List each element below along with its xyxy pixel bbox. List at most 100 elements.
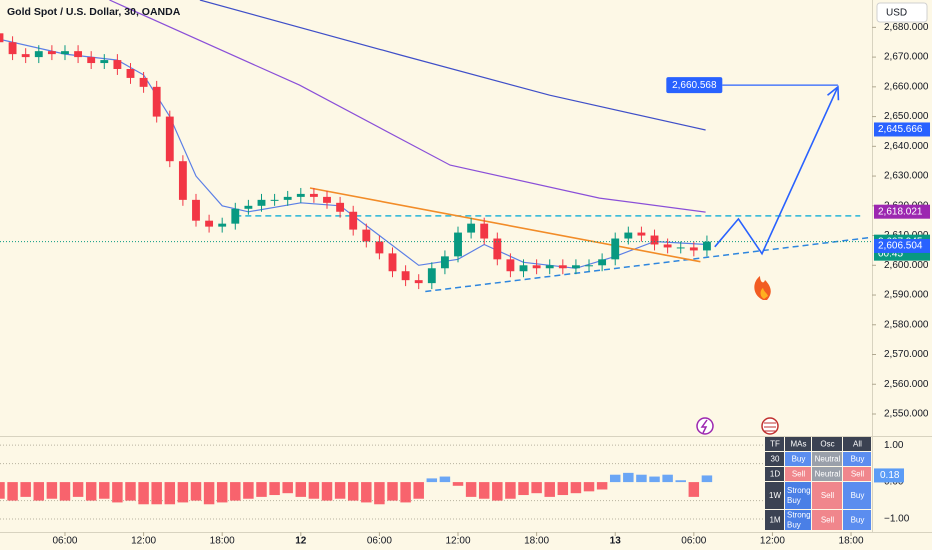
x-tick-label: 12:00 [131,536,156,547]
table-cell-text: Sell [821,516,835,525]
x-tick-label: 06:00 [367,536,392,547]
drawing-line[interactable] [425,236,870,293]
table-cell [765,510,784,530]
osc-bar [701,475,713,483]
candle-body [244,205,253,209]
osc-bar [230,482,241,501]
candle-body [34,51,43,58]
osc-bar [570,482,582,494]
price-countdown: 00:45 [878,248,903,259]
table-cell-text: 1D [770,470,780,479]
candle-body [257,199,266,206]
candle-body [637,232,646,236]
table-cell [765,452,784,466]
signal-table: TF MAs Osc All 30 Buy Neutral Buy 1D Sell Neutral S… [765,437,871,530]
osc-bar [256,482,267,497]
candle-body [165,116,174,162]
price-label: 2,645.666 [878,124,923,135]
table-cell-text: 1W [769,491,781,500]
drawing-line[interactable] [309,187,701,263]
table-cell-text: Neutral [815,455,841,464]
price-label: 2,618.021 [878,206,923,217]
table-cell-text: Buy [851,491,865,500]
osc-bar [544,482,555,497]
osc-bar [426,478,438,483]
osc-bar [125,482,136,501]
x-tick-label: 18:00 [839,536,864,547]
candle-body [585,265,593,267]
drawing-line[interactable] [714,86,839,256]
moving-average [109,0,706,213]
flag-stripes [764,422,776,432]
osc-last-box [874,468,904,483]
candle-body [283,196,292,200]
candle-body [218,223,227,227]
y-tick-label: 2,640.000 [884,141,929,152]
osc-bar [413,482,424,499]
candle-body [336,202,345,212]
x-tick-label: 12:00 [445,536,470,547]
candle-body [113,60,122,69]
table-cell [843,467,871,481]
candle-body [152,86,161,117]
osc-bar [492,482,503,501]
table-cell [843,452,871,466]
y-tick-label: 2,570.000 [884,349,929,360]
currency-box[interactable] [876,2,928,23]
candle-body [139,77,148,87]
osc-bar [85,482,97,501]
osc-bar [7,482,18,501]
x-tick-label: 18:00 [524,536,549,547]
x-tick-label: 18:00 [210,536,235,547]
target-label: 2,660.568 [672,80,717,91]
candle-body [178,161,187,200]
osc-bar [216,482,228,503]
table-cell-text: Sell [792,470,806,479]
target-box [666,77,723,94]
table-cell [812,437,842,451]
table-cell [785,437,811,451]
candle-body [362,229,371,242]
table-cell-text: Buy [851,455,865,464]
osc-bar [518,482,529,496]
y-tick-label: 2,630.000 [884,171,929,182]
osc-bar [609,474,621,483]
osc-bar [20,482,31,497]
table-cell [812,482,842,509]
osc-last-label: 0.18 [880,470,900,481]
table-cell [785,467,811,481]
candle-body [401,271,410,281]
osc-bar [72,482,84,497]
osc-bar [531,482,542,494]
osc-bar [400,482,411,503]
currency[interactable]: USD [886,8,907,19]
candle-body [611,238,620,260]
osc-bar [675,480,686,483]
osc-bar [439,476,451,483]
flag-icon[interactable] [761,417,779,435]
candle-body [309,193,318,197]
x-tick-label: 06:00 [52,536,77,547]
y-tick-label: 2,560.000 [884,379,929,390]
table-cell [765,467,784,481]
table-cell [765,482,784,509]
candle-body [427,268,436,284]
osc-bar [203,482,215,505]
candle-body [702,241,711,251]
candle-body [650,235,659,245]
event-icon-bolt [700,419,708,434]
candle-body [47,51,56,55]
osc-bar [33,482,45,501]
osc-bar [177,482,189,503]
candle-body [440,256,449,269]
osc-bar [596,482,608,490]
table-cell [785,510,811,530]
candle-body [493,238,502,260]
event-icon[interactable] [696,417,714,435]
osc-bar [190,482,202,501]
osc-bar [649,476,660,483]
table-cell [812,452,842,466]
osc-bar [282,482,293,494]
osc-bar [46,482,58,499]
